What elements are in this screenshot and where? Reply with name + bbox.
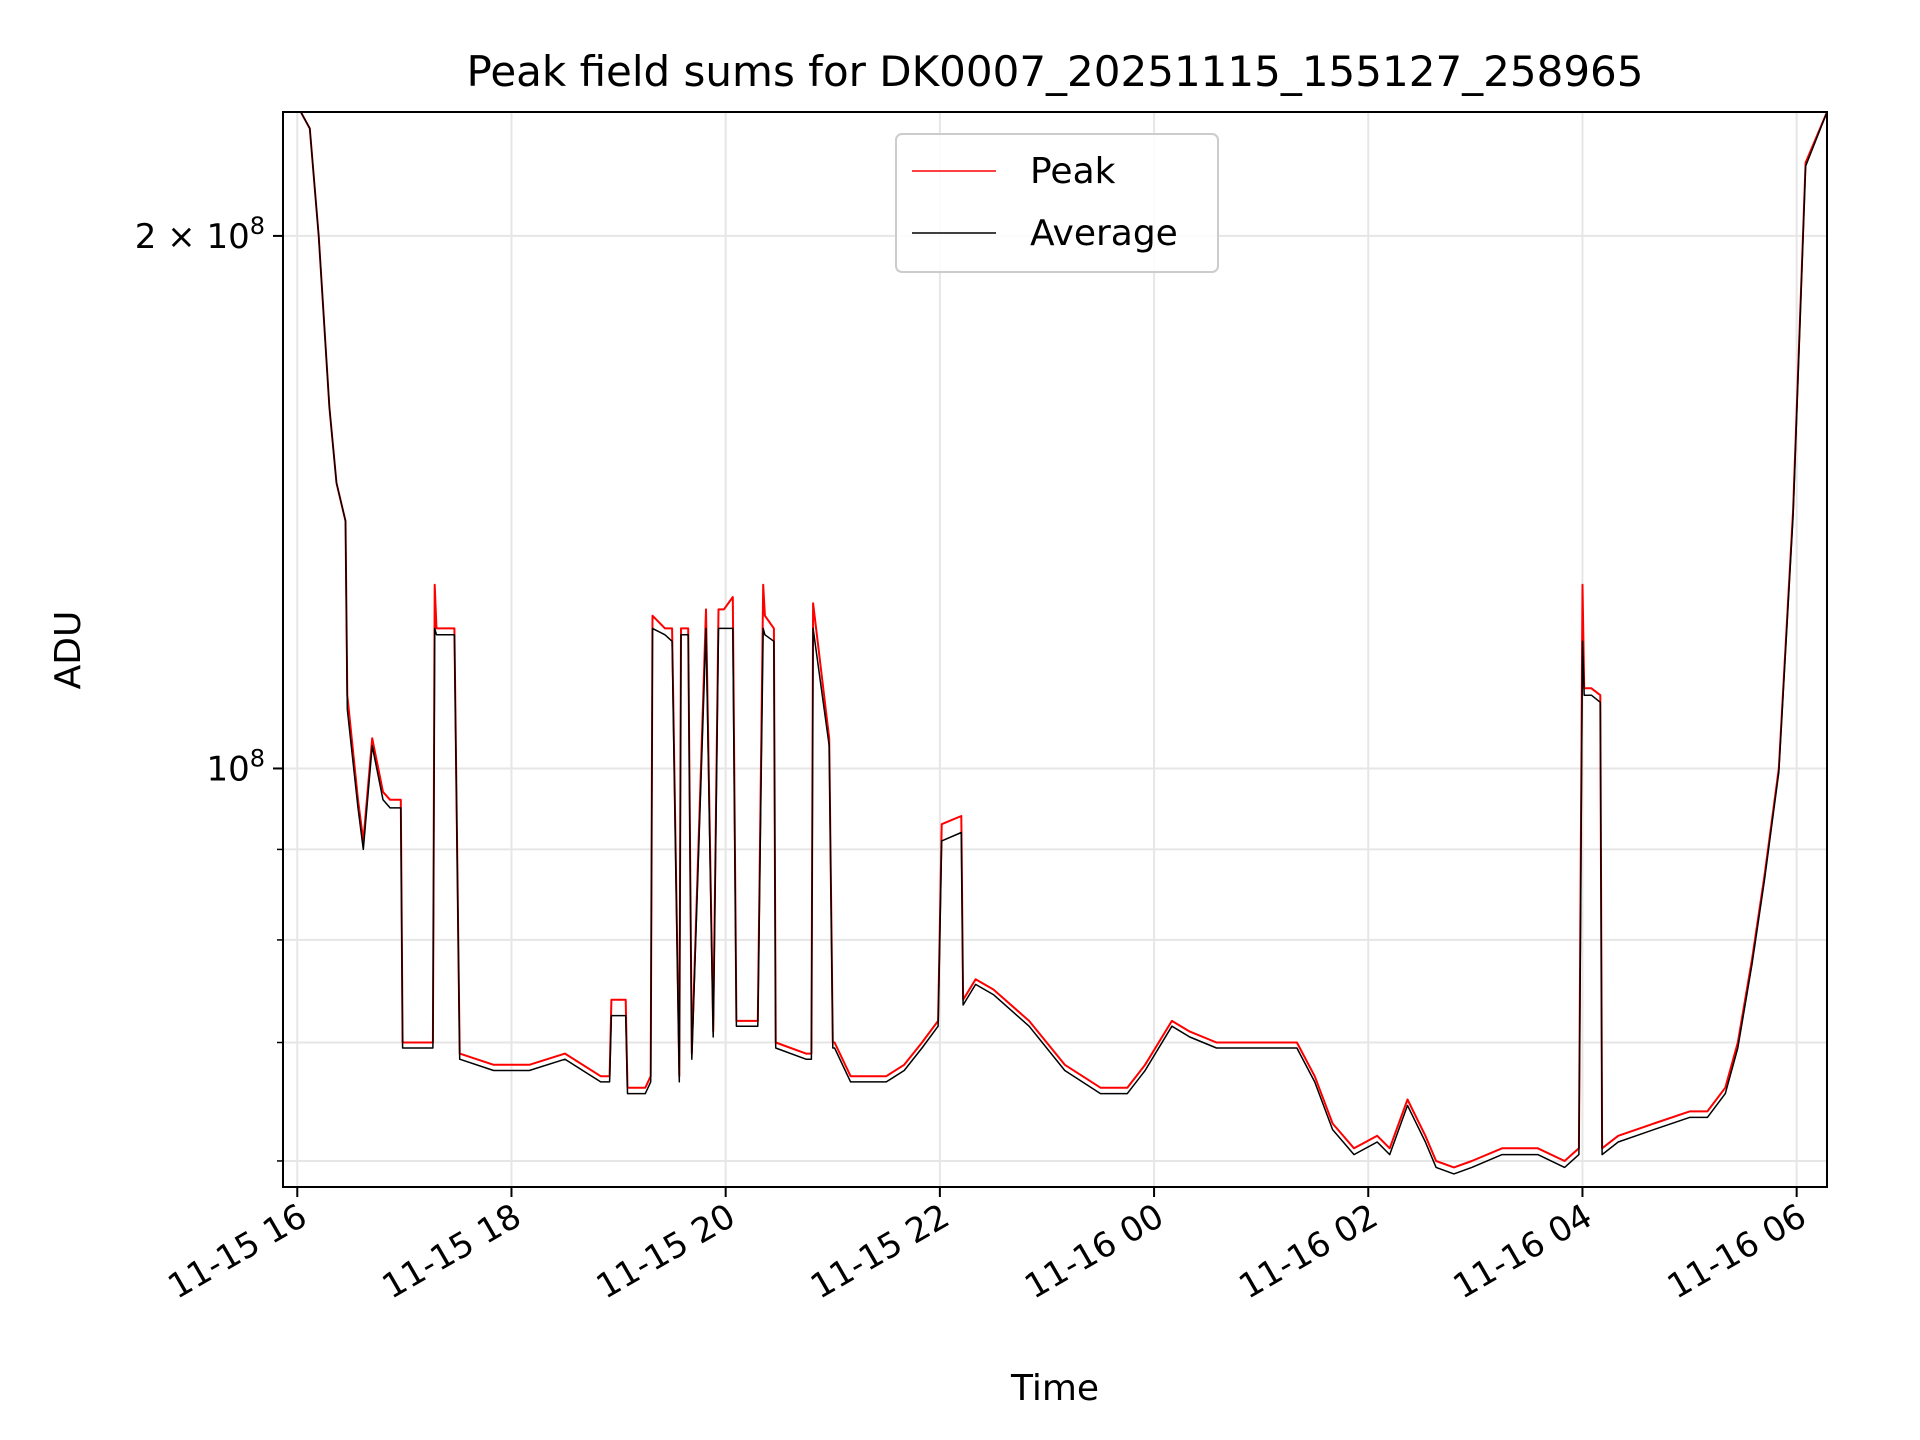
y-tick-base: 10 <box>206 217 249 257</box>
legend-label-peak: Peak <box>1030 151 1116 192</box>
y-tick-exponent: 8 <box>250 212 265 240</box>
y-tick-mantissa: 2 × <box>135 217 207 257</box>
legend-box <box>895 133 1219 273</box>
series-group <box>283 112 1827 1175</box>
y-tick-exponent: 8 <box>250 744 265 772</box>
series-line-average <box>283 112 1827 1175</box>
y-axis-label: ADU <box>48 611 89 690</box>
x-axis-label: Time <box>1010 1368 1099 1409</box>
legend: Peak Average <box>895 133 1219 273</box>
y-tick-label: 2 × 108 <box>135 212 265 257</box>
y-tick-base: 10 <box>206 749 249 789</box>
y-tick-label: 108 <box>206 744 265 789</box>
legend-label-average: Average <box>1030 213 1178 254</box>
plot-frame <box>282 111 1828 1188</box>
chart-title: Peak field sums for DK0007_20251115_1551… <box>466 47 1643 96</box>
